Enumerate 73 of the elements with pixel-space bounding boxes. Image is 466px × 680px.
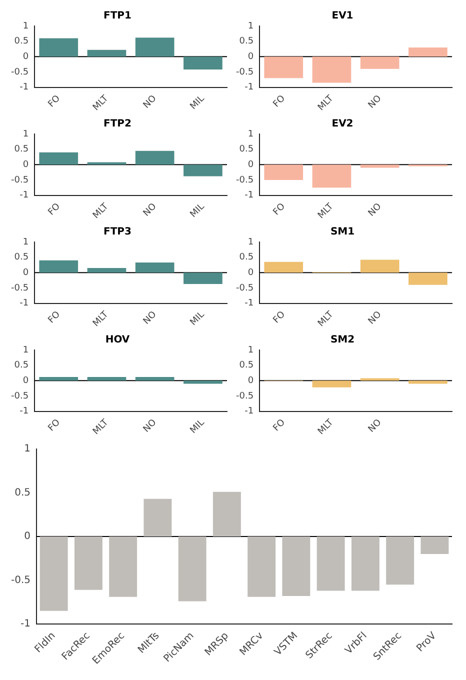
y-tick-label: -0.5 bbox=[11, 391, 29, 402]
y-tick-label: 0.5 bbox=[14, 144, 29, 155]
y-tick-label: 0.5 bbox=[14, 487, 31, 498]
y-tick-label: -1 bbox=[244, 190, 254, 201]
y-tick-label: 0.5 bbox=[14, 36, 29, 47]
chart-title: SM1 bbox=[330, 226, 355, 238]
y-tick-label: 1 bbox=[22, 21, 29, 32]
y-tick-label: -1 bbox=[20, 82, 29, 93]
y-tick-label: 0 bbox=[22, 268, 29, 278]
y-tick-label: 1 bbox=[248, 345, 254, 356]
y-tick-label: -0.5 bbox=[236, 67, 254, 78]
x-tick-label: NO bbox=[142, 94, 159, 111]
y-tick-label: -1 bbox=[244, 406, 254, 417]
x-tick-label: FO bbox=[272, 310, 288, 326]
x-tick-label: NO bbox=[142, 202, 159, 219]
x-tick-label: MIL bbox=[188, 202, 207, 220]
x-tick-label: MIL bbox=[188, 94, 207, 112]
chart-title: FTP2 bbox=[104, 118, 132, 130]
x-tick-label: NO bbox=[142, 418, 159, 435]
x-tick-label: NO bbox=[366, 94, 384, 111]
y-tick-label: 0.5 bbox=[14, 252, 29, 263]
y-tick-label: 0 bbox=[248, 376, 254, 386]
x-tick-label: FO bbox=[272, 418, 288, 434]
x-tick-label: NO bbox=[366, 202, 384, 219]
y-tick-label: -0.5 bbox=[11, 283, 29, 294]
y-tick-label: -1 bbox=[244, 298, 254, 309]
chart-title: FTP3 bbox=[104, 226, 132, 238]
y-tick-label: 1 bbox=[248, 21, 254, 32]
chart-title: EV2 bbox=[332, 118, 354, 130]
x-tick-label: FO bbox=[272, 202, 288, 218]
chart-title: HOV bbox=[105, 334, 130, 346]
y-tick-label: 1 bbox=[248, 237, 254, 248]
y-tick-label: 1 bbox=[248, 129, 254, 140]
y-tick-label: 0 bbox=[22, 52, 29, 62]
y-tick-label: -1 bbox=[20, 190, 29, 201]
chart-title: FTP1 bbox=[104, 10, 132, 22]
y-tick-label: 0 bbox=[248, 52, 254, 62]
x-tick-label: FO bbox=[46, 310, 62, 326]
y-tick-label: -1 bbox=[244, 82, 254, 93]
y-tick-label: 0 bbox=[22, 376, 29, 386]
x-tick-label: FO bbox=[46, 202, 62, 218]
y-tick-label: -0.5 bbox=[11, 175, 29, 186]
y-tick-label: -1 bbox=[20, 618, 31, 630]
y-tick-label: -0.5 bbox=[10, 574, 31, 586]
y-tick-label: -1 bbox=[20, 298, 29, 309]
y-tick-label: 0.5 bbox=[14, 360, 29, 371]
y-tick-label: 1 bbox=[22, 345, 29, 356]
chart-title: SM2 bbox=[330, 334, 355, 346]
y-tick-label: 1 bbox=[22, 129, 29, 140]
x-tick-label: FO bbox=[272, 94, 288, 110]
x-tick-label: NO bbox=[366, 418, 384, 435]
x-tick-label: FO bbox=[46, 94, 62, 110]
x-tick-label: NO bbox=[142, 310, 159, 327]
y-tick-label: 0.5 bbox=[239, 252, 254, 263]
y-tick-label: -0.5 bbox=[236, 175, 254, 186]
x-tick-label: NO bbox=[366, 310, 384, 327]
y-tick-label: 0 bbox=[22, 160, 29, 170]
y-tick-label: 0 bbox=[24, 531, 31, 542]
y-tick-label: 0.5 bbox=[239, 36, 254, 47]
y-tick-label: -1 bbox=[20, 406, 29, 417]
y-tick-label: 0 bbox=[248, 268, 254, 278]
y-tick-label: 0 bbox=[248, 160, 254, 170]
y-tick-label: -0.5 bbox=[11, 67, 29, 78]
y-tick-label: -0.5 bbox=[236, 391, 254, 402]
x-tick-label: FO bbox=[46, 418, 62, 434]
y-tick-label: 0.5 bbox=[239, 144, 254, 155]
x-tick-label: MIL bbox=[188, 418, 207, 436]
x-tick-label: MIL bbox=[188, 310, 207, 328]
y-tick-label: 1 bbox=[22, 237, 29, 248]
chart-title: EV1 bbox=[332, 10, 354, 22]
y-tick-label: 1 bbox=[24, 444, 31, 455]
y-tick-label: -0.5 bbox=[236, 283, 254, 294]
y-tick-label: 0.5 bbox=[239, 360, 254, 371]
